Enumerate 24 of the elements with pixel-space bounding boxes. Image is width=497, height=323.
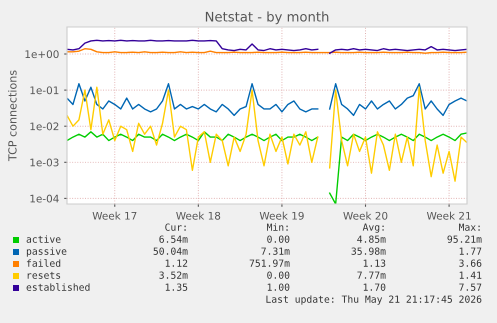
legend-label: passive (26, 247, 66, 257)
legend-label: resets (28, 272, 60, 279)
chart-title: Netstat - by month (206, 11, 328, 24)
text: 1.12 751.97m 1.13 3.66 (166, 259, 482, 267)
x-tick-label: Week 18 (176, 212, 220, 220)
y-tick-label: 1e-04 (30, 194, 59, 203)
y-tick-label: 1e-03 (30, 158, 59, 166)
y-tick-label: 1e-02 (30, 122, 58, 130)
text: 3.52m 0.00 7.77m 1.41 (159, 271, 482, 279)
y-tick-label: 1e-01 (30, 86, 58, 94)
legend-label: established (26, 283, 90, 291)
y-tick-label: 1e+00 (25, 50, 59, 58)
text: 6.54m 0.00 4.85m 95.21m (159, 235, 482, 243)
text: Last update: Thu May 21 21:17:45 2026 (266, 295, 482, 305)
x-tick-label: Week 20 (343, 212, 388, 220)
legend-label: failed (26, 259, 60, 267)
text: 50.04m 7.31m 35.98m 1.77 (154, 247, 482, 255)
legend-label: active (26, 235, 61, 243)
x-tick-label: Week 19 (260, 212, 304, 220)
text: Cur: Min: Avg: Max: (165, 223, 480, 233)
text: 1.35 1.00 1.70 7.57 (166, 283, 482, 291)
x-tick-label: Week 21 (426, 212, 471, 220)
y-axis-title: TCP connections (8, 70, 17, 162)
x-tick-label: Week 17 (92, 212, 136, 220)
